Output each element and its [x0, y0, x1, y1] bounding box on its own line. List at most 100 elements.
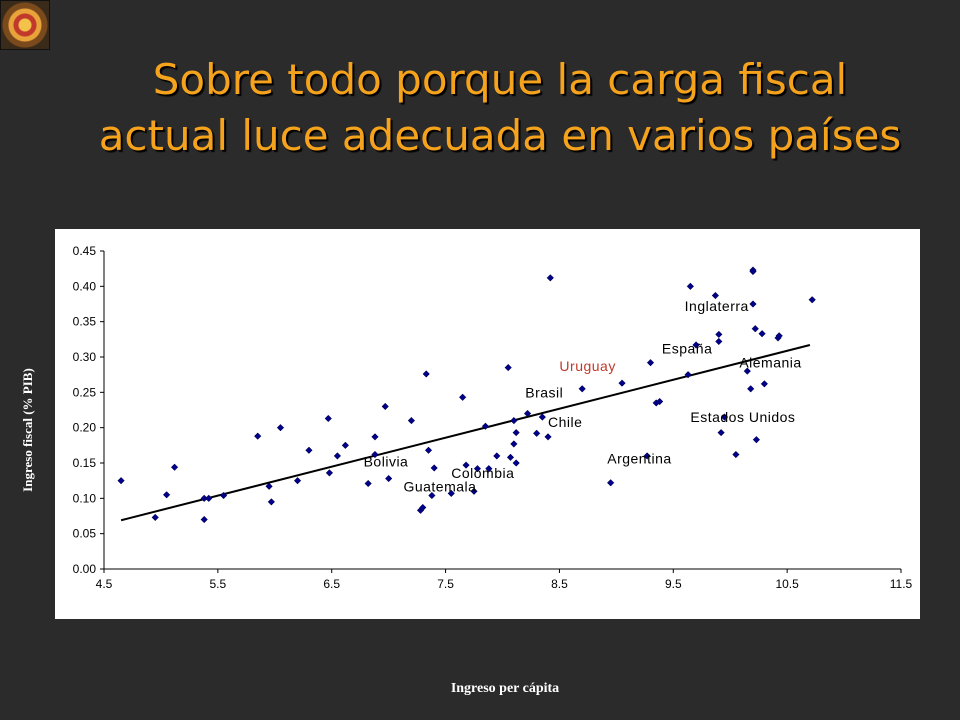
country-label: Chile — [548, 414, 582, 430]
data-point — [470, 487, 478, 495]
y-tick-label: 0.10 — [73, 491, 97, 505]
data-point — [715, 337, 723, 346]
data-point — [371, 450, 379, 459]
data-point — [254, 432, 262, 440]
data-point — [458, 393, 467, 401]
data-point — [544, 433, 552, 441]
chart-area: 0.00 0.05 0.10 0.15 0.20 0.25 0.30 0.35 0.40 0.45… — [55, 229, 920, 619]
logo-image — [0, 0, 50, 50]
data-point — [808, 296, 816, 304]
country-label: Bolivia — [364, 454, 409, 470]
x-axis-label: Ingreso per cápita — [450, 681, 560, 696]
country-label: Brasil — [525, 384, 563, 400]
slide-title-line-2: actual luce adecuada en varios países — [98, 111, 902, 160]
x-tick-label: 6.5 — [323, 577, 340, 591]
data-point — [618, 379, 626, 387]
data-point — [481, 422, 490, 430]
data-point — [170, 463, 179, 471]
data-point — [364, 479, 372, 488]
y-tick-label: 0.40 — [73, 279, 97, 293]
data-point — [324, 414, 332, 423]
data-point — [276, 424, 285, 432]
data-point — [265, 482, 273, 490]
country-label: Colombia — [451, 465, 514, 481]
y-tick-label: 0.15 — [73, 456, 97, 470]
data-point — [743, 367, 751, 375]
data-point — [117, 477, 125, 485]
data-point — [384, 474, 393, 483]
data-point — [538, 413, 547, 421]
data-point — [775, 332, 783, 340]
country-label: Guatemala — [403, 478, 476, 494]
data-point — [333, 452, 342, 460]
data-point — [686, 282, 695, 290]
data-point — [546, 274, 554, 282]
y-tick-label: 0.25 — [73, 385, 97, 399]
data-point — [424, 446, 433, 454]
data-point — [293, 477, 302, 485]
data-point — [462, 461, 470, 469]
data-point — [506, 453, 515, 462]
country-label: España — [662, 340, 712, 356]
x-tick-label: 11.5 — [890, 577, 913, 591]
data-point — [643, 452, 651, 460]
data-point — [749, 300, 757, 308]
data-point — [510, 416, 518, 425]
data-point — [655, 397, 664, 406]
data-point — [381, 402, 389, 411]
slide-title: Sobre todo porque la carga fiscal actual… — [40, 52, 960, 164]
y-tick-label: 0.05 — [73, 527, 97, 541]
data-point — [711, 291, 720, 300]
data-point — [341, 441, 350, 449]
data-point — [504, 363, 512, 372]
y-tick-label: 0.45 — [73, 244, 97, 258]
data-point — [200, 515, 208, 524]
data-point — [720, 413, 729, 421]
data-point — [205, 494, 213, 502]
x-tick-label: 10.5 — [775, 577, 799, 591]
country-label: Inglaterra — [685, 298, 749, 314]
data-point — [447, 489, 455, 498]
data-point — [523, 409, 532, 418]
data-point — [305, 446, 313, 454]
x-tick-label: 8.5 — [551, 577, 568, 591]
data-point — [422, 370, 430, 378]
country-label: Uruguay — [559, 358, 615, 374]
country-label: Alemania — [739, 355, 801, 371]
data-point — [607, 479, 615, 487]
data-point — [692, 341, 700, 349]
data-point — [512, 428, 520, 437]
data-point — [371, 433, 379, 441]
data-point — [717, 428, 725, 437]
data-point — [419, 503, 427, 512]
data-point — [752, 436, 761, 444]
x-tick-label: 7.5 — [437, 577, 454, 591]
y-axis-label: Ingreso fiscal (% PIB) — [20, 368, 35, 492]
data-point — [151, 513, 159, 522]
y-tick-label: 0.00 — [73, 562, 97, 576]
x-tick-label: 9.5 — [665, 577, 682, 591]
data-point — [325, 469, 334, 477]
data-point — [760, 380, 769, 388]
data-point — [510, 440, 518, 448]
data-point — [430, 464, 438, 472]
country-label: Argentina — [607, 451, 671, 467]
data-point — [473, 464, 482, 473]
data-point — [578, 385, 586, 393]
data-point — [162, 491, 171, 499]
data-point — [485, 464, 493, 473]
trend-line — [120, 344, 811, 522]
data-point — [219, 491, 228, 500]
y-tick-label: 0.20 — [73, 421, 97, 435]
x-tick-label: 4.5 — [96, 577, 113, 591]
data-point — [407, 416, 416, 425]
data-point — [749, 267, 757, 276]
country-label: Estados Unidos — [690, 409, 795, 425]
y-tick-label: 0.35 — [73, 315, 97, 329]
data-point — [732, 450, 740, 459]
data-point — [428, 491, 436, 500]
data-point — [758, 330, 766, 338]
data-point — [533, 429, 541, 437]
data-point — [493, 452, 501, 460]
data-point — [747, 385, 755, 393]
